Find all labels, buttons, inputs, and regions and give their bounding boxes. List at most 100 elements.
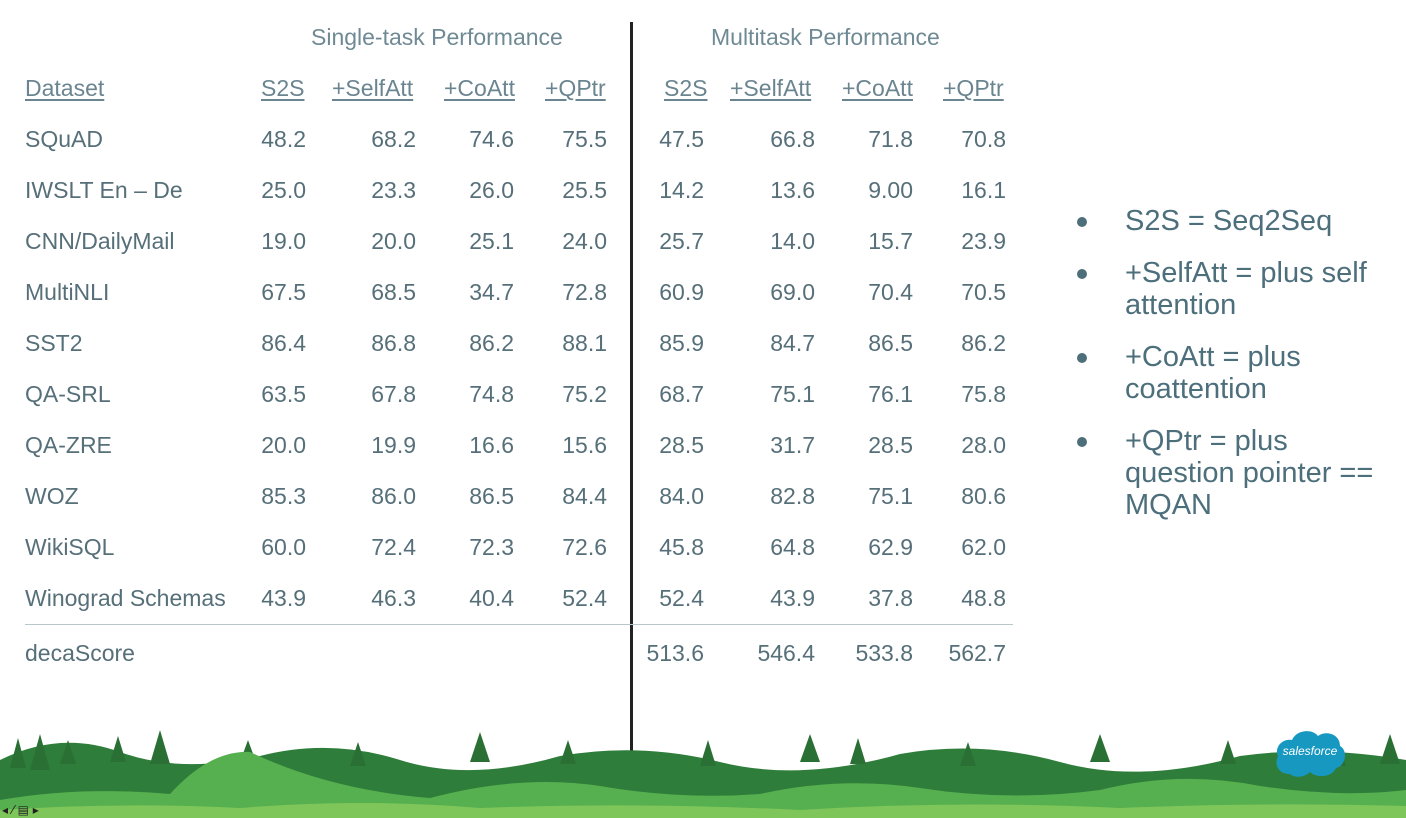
multi-cell: 14.2 (659, 177, 704, 203)
single-cell: 23.3 (371, 177, 416, 203)
single-cell: 20.0 (371, 228, 416, 254)
multi-cell: 75.8 (961, 381, 1006, 407)
header-single-col: +CoAtt (444, 75, 515, 101)
single-cell: 60.0 (261, 534, 306, 560)
legend-item: S2S = Seq2Seq (1075, 205, 1375, 237)
total-cell: 533.8 (855, 640, 913, 666)
single-cell: 85.3 (261, 483, 306, 509)
single-cell: 67.5 (261, 279, 306, 305)
forest-landscape (0, 730, 1406, 818)
row-label: QA-SRL (25, 381, 111, 407)
single-cell: 25.5 (562, 177, 607, 203)
row-label: IWSLT En – De (25, 177, 183, 203)
multi-cell: 75.1 (868, 483, 913, 509)
multi-cell: 86.5 (868, 330, 913, 356)
multi-cell: 16.1 (961, 177, 1006, 203)
single-cell: 75.5 (562, 126, 607, 152)
single-cell: 46.3 (371, 585, 416, 611)
row-label: QA-ZRE (25, 432, 112, 458)
row-label: WOZ (25, 483, 79, 509)
salesforce-logo-text: salesforce (1282, 744, 1338, 758)
single-cell: 86.2 (469, 330, 514, 356)
salesforce-cloud-icon (1276, 731, 1345, 777)
row-label: SQuAD (25, 126, 103, 152)
multi-cell: 28.0 (961, 432, 1006, 458)
single-cell: 19.9 (371, 432, 416, 458)
multi-cell: 45.8 (659, 534, 704, 560)
single-cell: 74.8 (469, 381, 514, 407)
multi-cell: 15.7 (868, 228, 913, 254)
single-cell: 67.8 (371, 381, 416, 407)
single-cell: 75.2 (562, 381, 607, 407)
single-task-title: Single-task Performance (311, 24, 563, 50)
single-cell: 72.3 (469, 534, 514, 560)
single-cell: 43.9 (261, 585, 306, 611)
multi-cell: 80.6 (961, 483, 1006, 509)
single-cell: 15.6 (562, 432, 607, 458)
multi-cell: 76.1 (868, 381, 913, 407)
legend-list: S2S = Seq2Seq +SelfAtt = plus self atten… (1075, 205, 1375, 541)
single-cell: 19.0 (261, 228, 306, 254)
single-cell: 68.2 (371, 126, 416, 152)
single-cell: 86.8 (371, 330, 416, 356)
legend-item: +QPtr = plus question pointer == MQAN (1075, 425, 1375, 521)
single-cell: 48.2 (261, 126, 306, 152)
header-multi-col: S2S (664, 75, 708, 101)
row-label: Winograd Schemas (25, 585, 226, 611)
header-single-col: +SelfAtt (332, 75, 414, 101)
single-cell: 68.5 (371, 279, 416, 305)
multi-cell: 9.00 (868, 177, 913, 203)
header-multi-col: +SelfAtt (730, 75, 812, 101)
row-label: SST2 (25, 330, 83, 356)
single-cell: 86.5 (469, 483, 514, 509)
multi-cell: 82.8 (770, 483, 815, 509)
single-cell: 25.1 (469, 228, 514, 254)
multi-cell: 13.6 (770, 177, 815, 203)
single-cell: 84.4 (562, 483, 607, 509)
total-cell: 513.6 (646, 640, 704, 666)
single-cell: 86.4 (261, 330, 306, 356)
single-cell: 34.7 (469, 279, 514, 305)
row-label: WikiSQL (25, 534, 115, 560)
multi-cell: 69.0 (770, 279, 815, 305)
single-cell: 16.6 (469, 432, 514, 458)
multi-cell: 48.8 (961, 585, 1006, 611)
multi-cell: 62.0 (961, 534, 1006, 560)
single-cell: 40.4 (469, 585, 514, 611)
header-multi-col: +QPtr (943, 75, 1004, 101)
multi-cell: 84.0 (659, 483, 704, 509)
single-cell: 25.0 (261, 177, 306, 203)
total-cell: 546.4 (757, 640, 815, 666)
bullet-icon (1077, 437, 1087, 447)
header-dataset: Dataset (25, 75, 105, 101)
multi-cell: 28.5 (868, 432, 913, 458)
total-rule (25, 624, 1013, 625)
single-cell: 24.0 (562, 228, 607, 254)
multi-cell: 75.1 (770, 381, 815, 407)
bullet-icon (1077, 353, 1087, 363)
multi-cell: 71.8 (868, 126, 913, 152)
presentation-nav-icons[interactable]: ◂ ⁄ ▤ ▸ (2, 803, 39, 817)
single-cell: 26.0 (469, 177, 514, 203)
single-cell: 20.0 (261, 432, 306, 458)
row-label: MultiNLI (25, 279, 110, 305)
multi-cell: 60.9 (659, 279, 704, 305)
header-multi-col: +CoAtt (842, 75, 913, 101)
single-cell: 63.5 (261, 381, 306, 407)
multi-cell: 64.8 (770, 534, 815, 560)
multi-cell: 52.4 (659, 585, 704, 611)
legend-item: +CoAtt = plus coattention (1075, 341, 1375, 405)
multi-cell: 70.8 (961, 126, 1006, 152)
multi-cell: 86.2 (961, 330, 1006, 356)
multi-cell: 28.5 (659, 432, 704, 458)
column-divider (630, 22, 633, 760)
multi-cell: 66.8 (770, 126, 815, 152)
bullet-icon (1077, 217, 1087, 227)
legend-item: +SelfAtt = plus self attention (1075, 257, 1375, 321)
header-single-col: S2S (261, 75, 305, 101)
single-cell: 72.8 (562, 279, 607, 305)
single-cell: 52.4 (562, 585, 607, 611)
single-cell: 72.4 (371, 534, 416, 560)
multitask-title: Multitask Performance (711, 24, 940, 50)
single-cell: 72.6 (562, 534, 607, 560)
